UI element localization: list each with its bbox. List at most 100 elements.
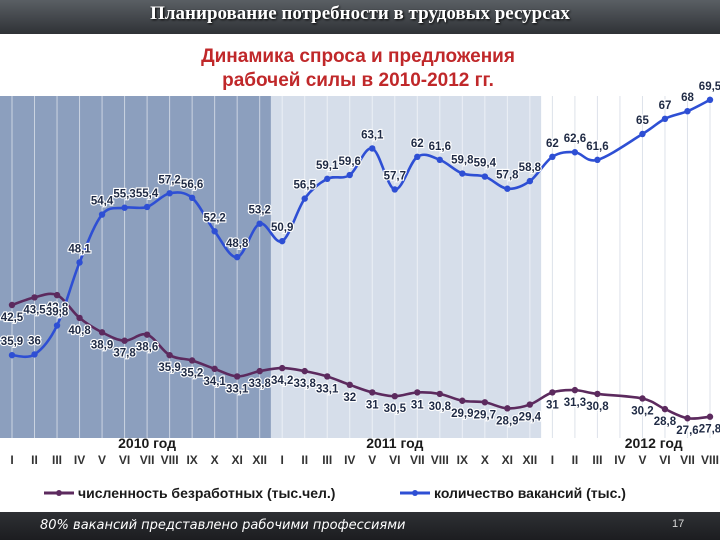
data-label-vacancies: 55,3: [113, 189, 135, 201]
data-label-unemployed: 33,8: [248, 378, 271, 390]
legend-label-vacancies: количество вакансий (тыс.): [434, 485, 626, 501]
data-point-unemployed: [436, 390, 444, 398]
data-point-unemployed: [549, 389, 556, 396]
data-label-vacancies: 52,2: [203, 212, 225, 224]
header-bar: [0, 0, 720, 34]
data-point-vacancies: [661, 115, 669, 123]
data-label-vacancies: 50,9: [271, 222, 293, 234]
data-point-unemployed: [31, 294, 38, 301]
data-label-vacancies: 62: [411, 138, 424, 150]
data-label-unemployed: 38,9: [91, 339, 113, 351]
data-label-unemployed: 35,9: [158, 362, 180, 374]
data-label-vacancies: 67: [659, 100, 672, 112]
data-point-vacancies: [481, 173, 489, 180]
panel-2010: [0, 96, 271, 438]
data-point-unemployed: [143, 331, 151, 338]
x-tick-label: IV: [344, 453, 355, 467]
data-label-vacancies: 59,1: [316, 160, 339, 172]
data-label-vacancies: 63,1: [361, 129, 384, 141]
data-label-unemployed: 30,2: [631, 405, 653, 417]
data-point-vacancies: [278, 237, 286, 245]
data-label-unemployed: 34,1: [203, 376, 226, 388]
x-tick-label: II: [301, 453, 308, 467]
data-point-vacancies: [76, 259, 83, 266]
data-point-unemployed: [346, 381, 353, 388]
data-point-vacancies: [639, 130, 646, 138]
legend-label-unemployed: численность безработных (тыс.чел.): [78, 485, 335, 501]
slide-title: Планирование потребности в трудовых ресу…: [150, 3, 570, 24]
year-group-label: 2012 год: [625, 435, 683, 451]
data-point-vacancies: [98, 211, 106, 218]
data-point-unemployed: [414, 389, 421, 396]
data-point-vacancies: [459, 170, 466, 177]
data-point-vacancies: [346, 171, 353, 179]
data-label-unemployed: 31: [366, 399, 379, 411]
data-label-vacancies: 48,1: [68, 243, 91, 255]
legend: численность безработных (тыс.чел.) колич…: [44, 485, 626, 501]
data-label-unemployed: 28,9: [496, 415, 518, 427]
data-label-unemployed: 34,2: [271, 375, 293, 387]
data-point-vacancies: [143, 203, 151, 211]
x-tick-label: I: [551, 453, 554, 467]
data-label-unemployed: 35,2: [181, 367, 203, 379]
data-point-unemployed: [166, 351, 173, 359]
data-label-unemployed: 30,8: [429, 401, 452, 413]
data-point-vacancies: [233, 253, 241, 261]
data-point-unemployed: [98, 329, 106, 336]
data-point-unemployed: [571, 386, 579, 394]
data-label-unemployed: 29,7: [474, 409, 496, 421]
x-tick-label: IV: [74, 453, 85, 467]
chart: Динамика спроса и предложения рабочей си…: [0, 46, 720, 501]
data-point-vacancies: [53, 322, 61, 329]
x-tick-label: VIII: [431, 453, 449, 467]
data-point-vacancies: [324, 175, 331, 183]
data-point-unemployed: [53, 291, 61, 299]
data-point-vacancies: [414, 153, 421, 160]
x-tick-label: III: [322, 453, 332, 467]
data-point-unemployed: [391, 393, 398, 400]
data-label-vacancies: 61,6: [429, 141, 451, 153]
data-label-vacancies: 54,4: [91, 196, 114, 208]
x-tick-label: VI: [659, 453, 670, 467]
data-label-vacancies: 62,6: [564, 133, 586, 145]
data-label-vacancies: 68: [681, 92, 694, 104]
chart-title-line-2: рабочей силы в 2010-2012 гг.: [222, 70, 494, 91]
data-label-unemployed: 30,5: [384, 403, 407, 415]
x-tick-label: XI: [502, 453, 513, 467]
data-point-vacancies: [706, 96, 714, 104]
data-label-unemployed: 43,8: [46, 302, 69, 314]
data-label-vacancies: 59,6: [339, 156, 361, 168]
data-label-unemployed: 31: [546, 399, 559, 411]
data-label-vacancies: 62: [546, 138, 559, 150]
data-label-vacancies: 39,8: [46, 307, 69, 319]
panel-2011: [270, 96, 542, 438]
data-label-unemployed: 30,8: [586, 401, 609, 413]
data-point-vacancies: [436, 156, 444, 164]
data-point-vacancies: [684, 108, 691, 115]
data-label-vacancies: 61,6: [586, 141, 608, 153]
page-number: 17: [672, 518, 685, 530]
gridlines: [11, 96, 711, 438]
data-point-unemployed: [706, 413, 714, 420]
x-tick-label: X: [211, 453, 219, 467]
data-point-unemployed: [639, 395, 646, 402]
footnote: 80% вакансий представлено рабочими профе…: [40, 518, 406, 533]
data-label-unemployed: 29,9: [451, 408, 473, 420]
data-label-vacancies: 59,4: [474, 158, 497, 170]
data-point-unemployed: [8, 301, 16, 309]
x-tick-label: VIII: [701, 453, 719, 467]
legend-marker-vacancies: [412, 490, 418, 496]
data-point-vacancies: [166, 190, 173, 197]
year-group-label: 2011 год: [366, 435, 423, 451]
data-label-unemployed: 28,8: [654, 416, 677, 428]
data-label-unemployed: 40,8: [68, 325, 91, 337]
data-point-unemployed: [256, 367, 263, 375]
data-point-unemployed: [661, 405, 669, 413]
data-point-unemployed: [504, 405, 511, 412]
data-label-vacancies: 56,6: [181, 179, 203, 191]
x-tick-label: VII: [140, 453, 155, 467]
x-tick-label: IV: [614, 453, 625, 467]
data-point-vacancies: [121, 204, 128, 211]
data-point-unemployed: [233, 373, 241, 380]
data-label-vacancies: 35,9: [1, 336, 23, 348]
